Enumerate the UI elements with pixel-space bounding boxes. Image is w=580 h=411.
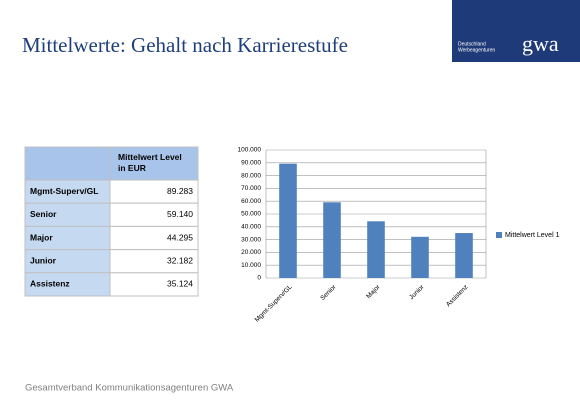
y-tick-label: 40.000: [241, 224, 261, 231]
bar: [323, 202, 341, 278]
legend-label: Mittelwert Level 1: [505, 232, 560, 239]
row-label: Major: [30, 232, 53, 242]
logo-box: [452, 0, 580, 62]
header-cell: [24, 146, 111, 181]
y-tick-label: 80.000: [241, 172, 261, 179]
header-line: Mittelwert Level: [118, 152, 182, 162]
x-tick-label: Major: [365, 283, 382, 300]
header-cell: [109, 146, 199, 181]
logo-text: Deutschland: [458, 41, 486, 47]
slide-title: Mittelwerte: Gehalt nach Karrierestufe: [22, 33, 348, 57]
table: Mittelwert Level in EUR Mgmt-Superv/GL 89.2…: [24, 146, 199, 297]
cell-value: 32.182: [167, 255, 193, 265]
header-line: in EUR: [118, 163, 146, 173]
y-tick-label: 90.000: [241, 160, 261, 167]
y-tick-label: 100.000: [238, 147, 262, 154]
legend-swatch: [496, 232, 502, 238]
bar: [411, 236, 429, 278]
y-tick-label: 50.000: [241, 211, 261, 218]
cell-value: 44.295: [167, 232, 193, 242]
y-tick-label: 0: [257, 275, 261, 282]
logo-mark: gwa: [522, 31, 559, 56]
chart: 0 10.000 20.000 30.000 40.000 50.000 60.000 70.…: [238, 147, 560, 324]
value-cell: [109, 272, 199, 297]
row-label: Junior: [30, 255, 57, 265]
row-label: Assistenz: [30, 279, 70, 289]
y-tick-label: 60.000: [241, 198, 261, 205]
cell-value: 59.140: [167, 209, 193, 219]
y-tick-label: 20.000: [241, 249, 261, 256]
y-tick-label: 70.000: [241, 185, 261, 192]
x-tick-label: Junior: [408, 283, 426, 301]
y-tick-label: 30.000: [241, 236, 261, 243]
y-tick-label: 10.000: [241, 262, 261, 269]
footer: Gesamtverband Kommunikationsagenturen GW…: [25, 383, 234, 394]
cell-value: 89.283: [167, 186, 193, 196]
logo-text: Werbeagenturen: [458, 47, 495, 53]
x-tick-label: Senior: [319, 283, 338, 302]
bar: [367, 221, 385, 278]
x-tick-label: Mgmt-Superv/GL: [254, 283, 294, 323]
bar: [455, 233, 473, 278]
row-label: Mgmt-Superv/GL: [30, 186, 98, 196]
row-label: Senior: [30, 209, 57, 219]
bar: [279, 163, 297, 278]
x-tick-label: Assistenz: [445, 284, 470, 309]
cell-value: 35.124: [167, 279, 193, 289]
header-text: Mittelwert Level in EUR: [118, 152, 182, 173]
